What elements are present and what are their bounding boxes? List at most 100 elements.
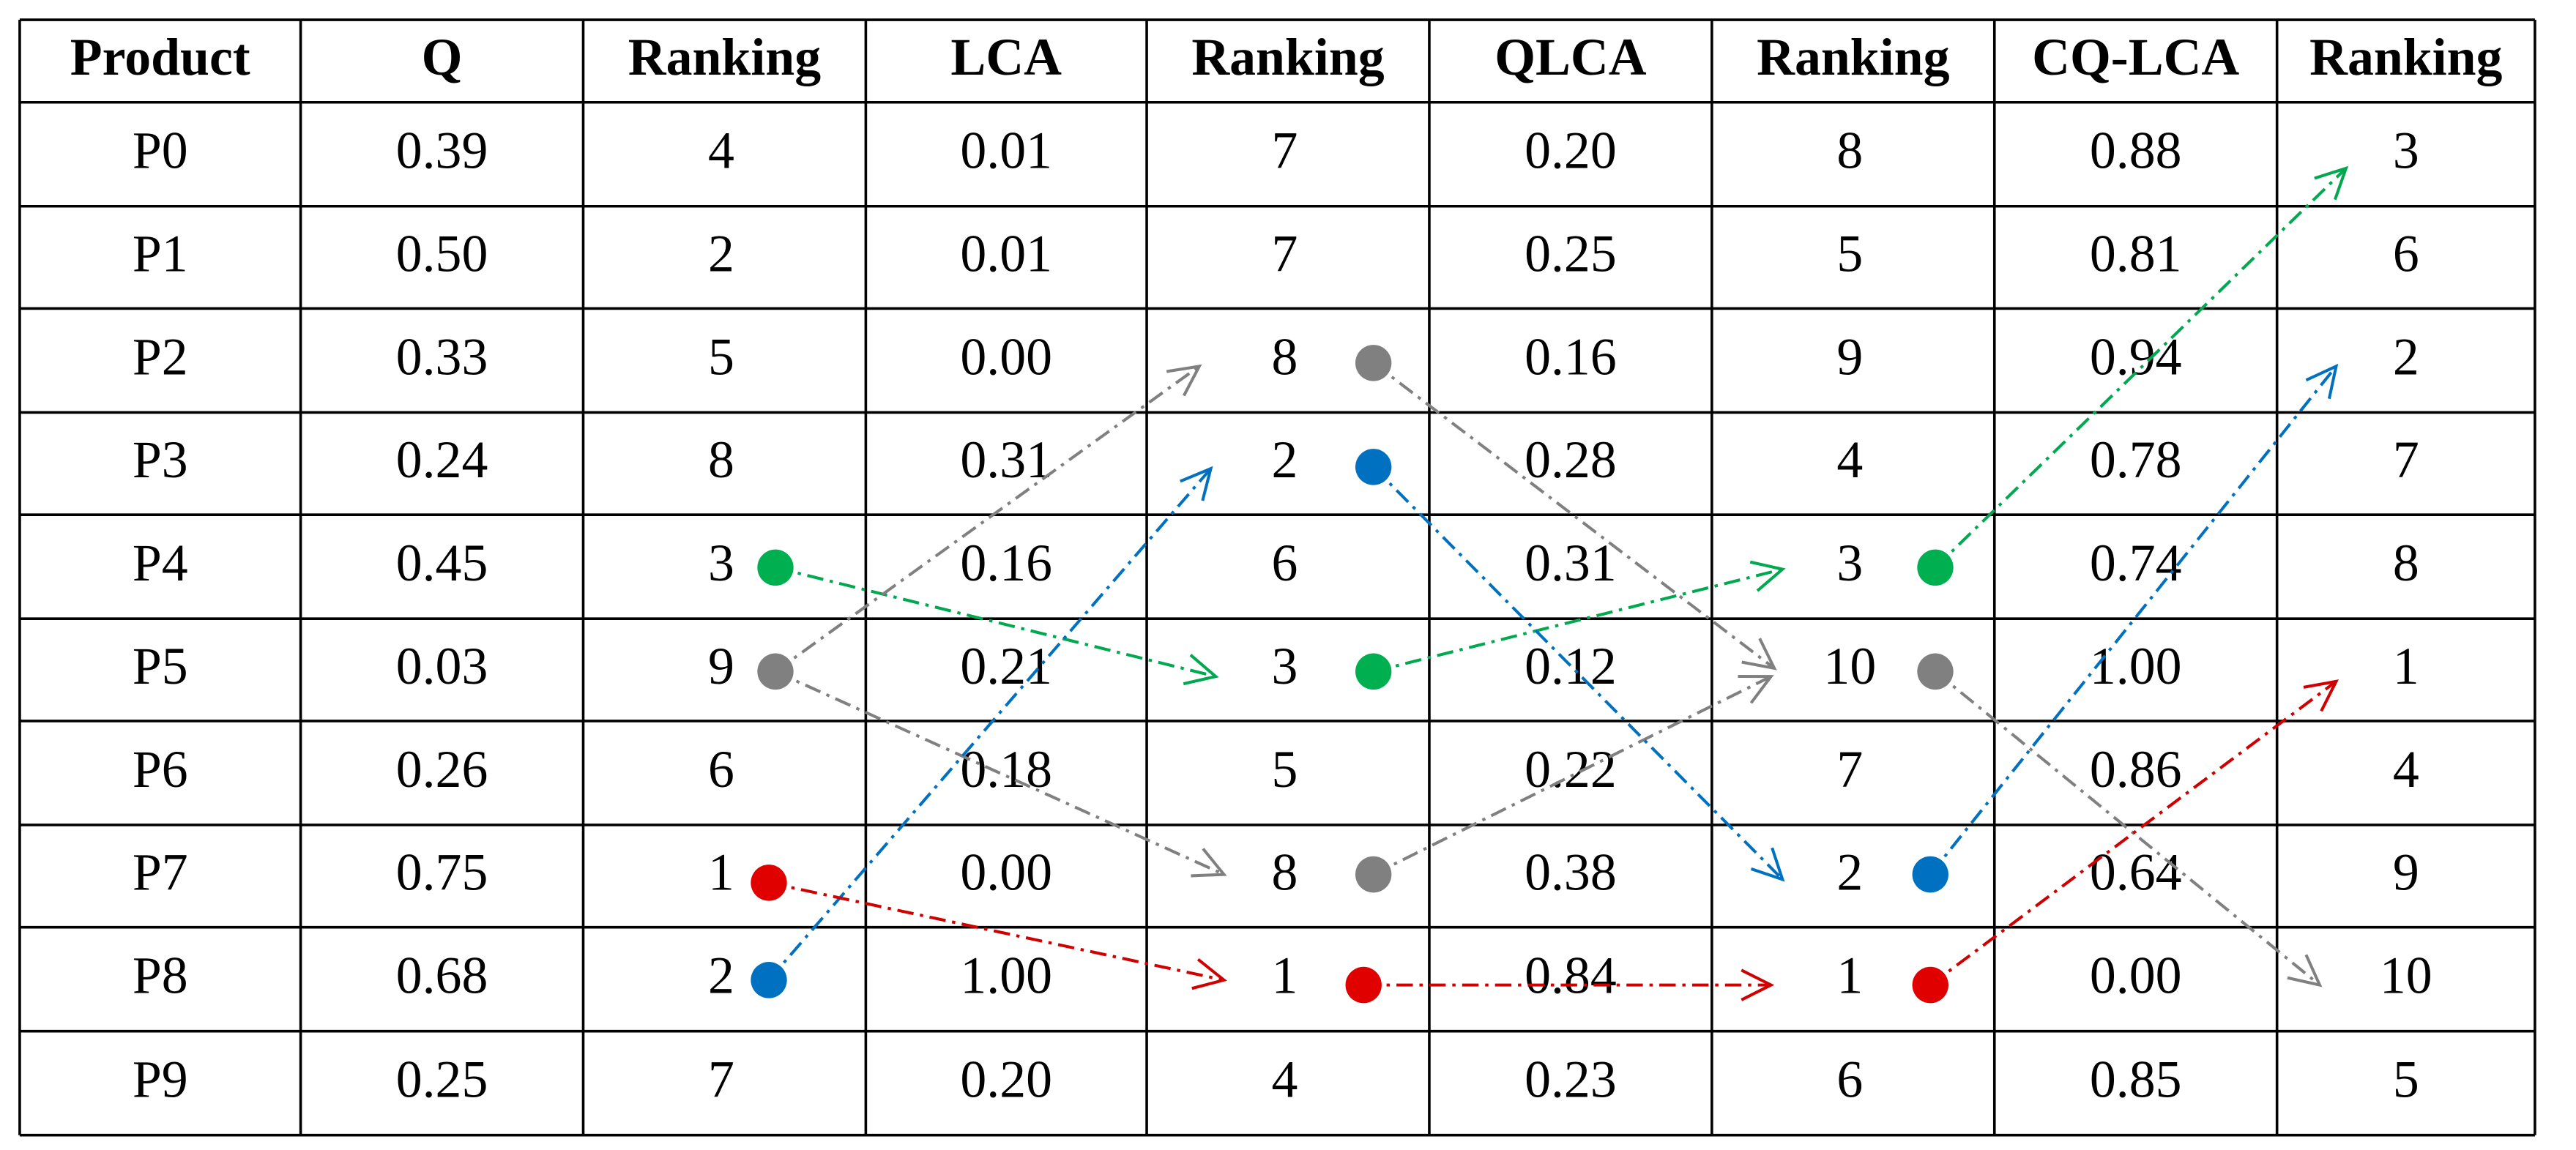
table-cell: P7 <box>133 843 188 902</box>
table-cell: 0.45 <box>396 534 488 592</box>
header-cell: LCA <box>950 28 1062 86</box>
table-cell: 2 <box>1272 430 1298 489</box>
table-cell: 5 <box>1836 224 1863 283</box>
table-cell: 0.00 <box>960 843 1052 902</box>
header-cell: Ranking <box>628 28 821 86</box>
table-cell: 0.20 <box>1525 121 1617 179</box>
table-cell: 8 <box>1272 327 1298 386</box>
table-cell: 0.33 <box>396 327 488 386</box>
table-cell: 2 <box>708 224 734 283</box>
table-cell: 4 <box>708 121 734 179</box>
table-cell: 2 <box>2393 327 2419 386</box>
dot <box>1355 653 1392 690</box>
arrow <box>774 364 1202 673</box>
table-cell: 7 <box>708 1050 734 1108</box>
table-cell: 5 <box>1272 740 1298 799</box>
table-cell: 1 <box>2393 637 2419 695</box>
table-cell: 0.94 <box>2090 327 2182 386</box>
table-cell: 5 <box>708 327 734 386</box>
table-cell: 1.00 <box>2090 637 2182 695</box>
table-cell: P2 <box>133 327 188 386</box>
table-cell: P1 <box>133 224 188 283</box>
dot <box>1912 966 1948 1004</box>
table-cells: Product Q Ranking LCA Ranking QLCA Ranking CQ-L… <box>70 28 2503 1109</box>
table-cell: 0.31 <box>1525 534 1617 592</box>
table-cell: P8 <box>133 946 188 1004</box>
table-cell: 0.00 <box>960 327 1052 386</box>
table-cell: 4 <box>1272 1050 1298 1108</box>
table-cell: P3 <box>133 430 188 489</box>
table-cell: 6 <box>708 740 734 799</box>
table-cell: 0.24 <box>396 430 488 489</box>
arrow <box>1929 679 2339 987</box>
table-cell: 3 <box>1836 534 1863 592</box>
table-cell: 3 <box>1272 637 1298 695</box>
table-cell: 7 <box>1272 224 1298 283</box>
table-cell: 0.20 <box>960 1050 1052 1108</box>
table-cell: 9 <box>2393 843 2419 902</box>
table-cell: 0.03 <box>396 637 488 695</box>
table-cell: 8 <box>2393 534 2419 592</box>
dot <box>1355 449 1392 485</box>
table-cell: 0.01 <box>960 224 1052 283</box>
table-cell: 0.00 <box>2090 946 2182 1004</box>
table-cell: P4 <box>133 534 188 592</box>
table-cell: 6 <box>1836 1050 1863 1108</box>
header-cell: Ranking <box>1757 28 1949 86</box>
table-cell: 0.75 <box>396 843 488 902</box>
table-cell: 2 <box>1836 843 1863 902</box>
table-cell: 6 <box>2393 224 2419 283</box>
table-cell: 7 <box>2393 430 2419 489</box>
arrow <box>1372 466 1785 882</box>
table-cell: 6 <box>1272 534 1298 592</box>
table-cell: 7 <box>1272 121 1298 179</box>
table-cell: 1 <box>708 843 734 902</box>
table-cell: 0.86 <box>2090 740 2182 799</box>
dot <box>1345 966 1382 1004</box>
table-cell: 5 <box>2393 1050 2419 1108</box>
arrow <box>1372 674 1774 876</box>
dot <box>757 549 794 586</box>
table-cell: 0.50 <box>396 224 488 283</box>
arrow <box>775 566 1219 686</box>
arrow <box>1373 560 1786 673</box>
table-cell: 0.26 <box>396 740 488 799</box>
table-cell: 0.39 <box>396 121 488 179</box>
dot <box>1355 345 1392 381</box>
table-cell: 0.16 <box>1525 327 1617 386</box>
table-cell: 0.23 <box>1525 1050 1617 1108</box>
table-cell: 9 <box>1836 327 1863 386</box>
arrow <box>1929 363 2339 875</box>
dot <box>1917 549 1954 586</box>
table-cell: 3 <box>2393 121 2419 179</box>
table-cell: 0.16 <box>960 534 1052 592</box>
table-cell: 0.64 <box>2090 843 2182 902</box>
table-cell: 0.38 <box>1525 843 1617 902</box>
table-cell: 0.21 <box>960 637 1052 695</box>
dot <box>1912 856 1948 893</box>
table-cell: 3 <box>708 534 734 592</box>
header-cell: QLCA <box>1494 28 1646 86</box>
table-cell: 10 <box>2380 946 2432 1004</box>
dot <box>1917 653 1954 690</box>
table-cell: 0.01 <box>960 121 1052 179</box>
table-cell: 8 <box>1272 843 1298 902</box>
arrow <box>1372 362 1777 671</box>
dot <box>1355 856 1392 893</box>
ranking-arrows <box>767 165 2349 1001</box>
table-cell: 10 <box>1823 637 1876 695</box>
table-cell: 0.84 <box>1525 946 1617 1004</box>
table-cell: P5 <box>133 637 188 695</box>
table-cell: 0.12 <box>1525 637 1617 695</box>
table-cell: P0 <box>133 121 188 179</box>
table-cell: 7 <box>1836 740 1863 799</box>
table-cell: 2 <box>708 946 734 1004</box>
header-cell: CQ-LCA <box>2032 28 2239 86</box>
table-cell: 8 <box>708 430 734 489</box>
dot <box>757 653 794 690</box>
table-cell: 0.74 <box>2090 534 2182 592</box>
table-cell: 0.68 <box>396 946 488 1004</box>
table-cell: 0.25 <box>396 1050 488 1108</box>
